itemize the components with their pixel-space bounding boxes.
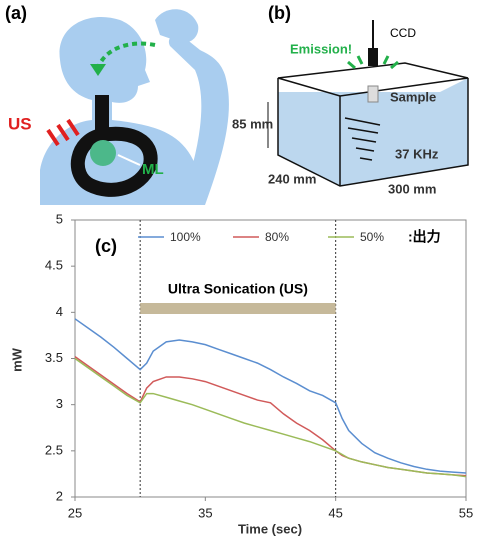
height-label: 85 mm — [232, 116, 273, 131]
width-label: 300 mm — [388, 181, 436, 196]
y-tick-label: 4.5 — [45, 258, 63, 273]
panel-b: (b) CCD Emission! Sample 85 mm 240 mm 30… — [232, 3, 468, 197]
y-tick-label: 3.5 — [45, 350, 63, 365]
panel-label: (c) — [95, 236, 117, 256]
y-tick-label: 5 — [56, 211, 63, 226]
y-tick-label: 2.5 — [45, 442, 63, 457]
series-line — [75, 319, 466, 473]
y-tick-label: 4 — [56, 304, 63, 319]
chart: (c) Time (sec) mW 2 2.5 3 3.5 4 4.5 5 25 35 45 55 U… — [9, 211, 473, 536]
y-axis-label: mW — [9, 347, 24, 372]
x-tick-label: 45 — [328, 505, 342, 520]
panel-a: (a) US ML — [5, 3, 229, 205]
emission-label: Emission! — [290, 41, 352, 56]
legend-label: 100% — [170, 230, 201, 244]
sample-label: Sample — [390, 89, 436, 104]
legend-label: 50% — [360, 230, 384, 244]
us-label: Ultra Sonication (US) — [168, 281, 308, 297]
sample-tube — [368, 86, 378, 102]
x-tick-label: 55 — [459, 505, 473, 520]
x-tick-label: 35 — [198, 505, 212, 520]
legend-label: 80% — [265, 230, 289, 244]
panel-label: (b) — [268, 3, 291, 23]
legend-note: :出力 — [408, 229, 441, 245]
us-band — [140, 303, 336, 314]
y-tick-label: 3 — [56, 396, 63, 411]
us-label: US — [8, 114, 32, 133]
ccd-label: CCD — [390, 26, 416, 40]
ml-label: ML — [142, 161, 164, 178]
figure: (a) US ML (b) CCD Emission! Sample 85 mm… — [0, 0, 479, 541]
x-tick-label: 25 — [68, 505, 82, 520]
y-tick-label: 2 — [56, 488, 63, 503]
ml-spot — [90, 140, 116, 166]
page: {"panels": {"a": {"label": "(a)", "us": … — [0, 0, 479, 541]
plot-frame — [75, 220, 466, 497]
ccd-camera — [368, 48, 378, 66]
depth-label: 240 mm — [268, 171, 316, 186]
series-line — [75, 357, 466, 476]
series-line — [75, 359, 466, 477]
hand — [155, 9, 198, 42]
frequency-label: 37 KHz — [395, 146, 439, 161]
panel-label: (a) — [5, 3, 27, 23]
x-axis-label: Time (sec) — [238, 521, 302, 536]
